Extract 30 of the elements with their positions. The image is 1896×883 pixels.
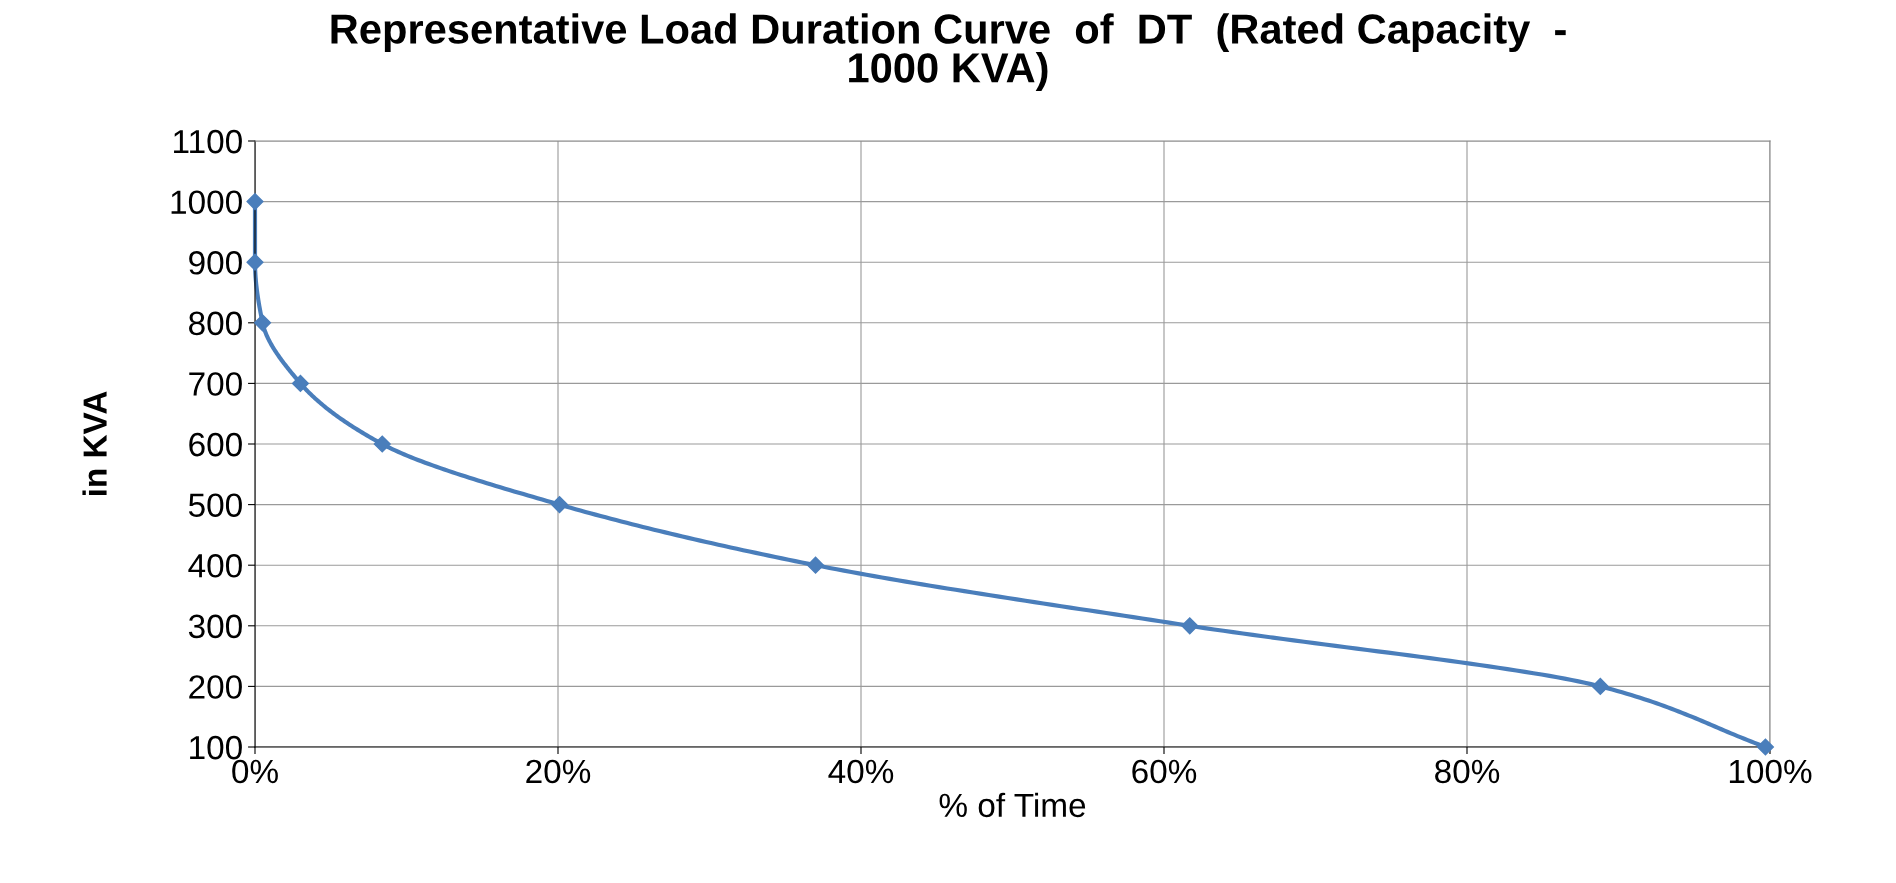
x-tick-label: 100% [1729,759,1812,784]
x-axis-title: % of Time [939,792,1086,818]
x-tick-label: 40% [828,759,894,784]
y-tick-label: 1000 [171,190,242,215]
y-tick-label: 800 [189,311,242,336]
chart-title: Representative Load Duration Curve of DT (Rated Capacity - 1000 KVA) [331,13,1566,91]
y-tick-label: 300 [188,614,242,639]
y-tick-label: 600 [189,432,242,457]
point [254,314,272,332]
y-tick-label: 900 [189,251,242,275]
point [806,556,825,574]
y-tick-label: 500 [188,493,242,518]
y-tick-label: 700 [189,372,242,396]
point [373,435,391,453]
point [1756,738,1775,756]
x-tick-label: 80% [1435,759,1500,784]
point [291,374,310,392]
point [246,253,264,271]
point [246,193,264,211]
y-tick-label: 200 [189,675,242,699]
y-tick-label: 100 [190,735,242,760]
x-tick-label: 20% [526,759,591,784]
y-tick-label: 1100 [174,129,242,154]
x-tick-label: 0% [232,759,278,784]
x-tick-label: 60% [1132,759,1197,784]
point [550,496,569,514]
point [1591,677,1609,695]
y-tick-label: 400 [188,554,242,578]
y-axis-title: in KVA [82,391,107,496]
point [1181,617,1199,635]
